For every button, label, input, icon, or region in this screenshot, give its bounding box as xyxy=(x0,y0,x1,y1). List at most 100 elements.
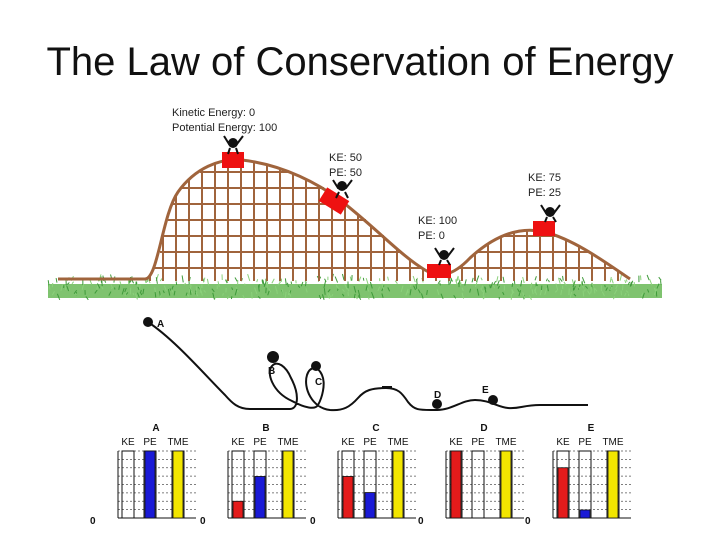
grass-blade xyxy=(658,276,662,281)
grass-blade xyxy=(612,296,615,300)
grass-blade xyxy=(48,284,51,290)
grass-blade xyxy=(119,281,122,284)
grass-blade xyxy=(481,285,484,290)
grass-blade xyxy=(353,293,356,299)
column-label-tme: TME xyxy=(387,437,408,448)
grass-blade xyxy=(366,287,370,292)
point-label-b: B xyxy=(268,366,275,377)
grass-blade xyxy=(591,283,594,288)
grass-blade xyxy=(625,290,629,293)
ball-c-icon xyxy=(311,361,321,371)
grass-blade xyxy=(226,296,230,300)
grass-blade xyxy=(547,279,550,283)
grass-blade xyxy=(455,279,458,286)
grass-blade xyxy=(480,277,483,281)
grass-blade xyxy=(572,280,576,288)
grass-blade xyxy=(522,292,526,299)
grass-blade xyxy=(613,289,618,295)
grass-blade xyxy=(490,282,494,289)
column-label-ke: KE xyxy=(341,437,355,448)
grass-blade xyxy=(489,284,491,289)
bar-chart-e: E KE PE TME 0 xyxy=(525,423,631,527)
point-label-c: C xyxy=(315,377,322,388)
grass-blade xyxy=(195,292,199,297)
column-label-pe: PE xyxy=(471,437,485,448)
grass-blade xyxy=(284,291,287,299)
grass-blade xyxy=(593,287,596,294)
grass-blade xyxy=(138,284,141,290)
bar-ke xyxy=(450,450,462,519)
grass-blade xyxy=(601,291,605,297)
grass-blade xyxy=(511,282,514,287)
grass-blade xyxy=(108,291,112,296)
grass-blade xyxy=(334,276,339,283)
grass-blade xyxy=(530,282,533,289)
grass-blade xyxy=(225,279,229,283)
label-top-pe: Potential Energy: 100 xyxy=(172,122,277,134)
grass-blade xyxy=(321,294,325,300)
point-label-e: E xyxy=(482,385,489,396)
bar-chart-b: B KE PE TME 0 xyxy=(200,423,306,527)
grass-blade xyxy=(159,278,163,282)
grass-blade xyxy=(482,289,485,296)
bar-chart-title: A xyxy=(152,423,159,434)
ball-e-icon xyxy=(488,395,498,405)
column-label-ke: KE xyxy=(231,437,245,448)
cart-bottom xyxy=(427,247,455,278)
grass-blade xyxy=(328,292,332,298)
label-top-ke: Kinetic Energy: 0 xyxy=(172,107,255,119)
grass-blade xyxy=(85,296,89,301)
grass-blade xyxy=(539,289,543,296)
bar-chart-d: D KE PE TME 0 xyxy=(418,423,524,527)
grass-blade xyxy=(587,290,591,295)
cart-top xyxy=(222,135,244,168)
bar-chart-title: D xyxy=(480,423,487,434)
grass-blade xyxy=(377,286,381,292)
grass-blade xyxy=(544,287,548,295)
grass-blade xyxy=(211,288,215,293)
grass-blade xyxy=(357,295,362,301)
grass-blade xyxy=(234,277,238,282)
bar-ke xyxy=(232,500,244,519)
grass-blade xyxy=(369,281,373,289)
grass-blade xyxy=(242,294,245,299)
grass-blade xyxy=(624,279,627,284)
bar-chart-title: C xyxy=(372,423,379,434)
grass-blade xyxy=(124,287,127,293)
bar-tme xyxy=(607,450,619,519)
column-label-pe: PE xyxy=(143,437,157,448)
grass-blade xyxy=(400,285,404,293)
grass-blade xyxy=(594,288,598,292)
grass-blade xyxy=(171,285,174,290)
grass-blade xyxy=(155,277,158,284)
grass-blade xyxy=(471,277,474,283)
grass-blade xyxy=(231,287,234,290)
grass-blade xyxy=(167,289,171,296)
grass-blade xyxy=(288,292,292,297)
grass-blade xyxy=(353,285,357,293)
grass-blade xyxy=(630,280,634,287)
grass-blade xyxy=(148,279,151,284)
grass-blade xyxy=(563,281,567,286)
bar-pe xyxy=(144,450,156,519)
cart-mid xyxy=(318,179,353,215)
grass-blade xyxy=(469,288,472,293)
grass-blade xyxy=(254,287,258,295)
grass-blade xyxy=(71,281,75,285)
grass-blade xyxy=(173,290,176,296)
grass-blade xyxy=(554,289,558,293)
grass-blade xyxy=(581,276,586,284)
column-label-tme: TME xyxy=(602,437,623,448)
grass-blade xyxy=(142,288,145,295)
cart-second-hill xyxy=(533,204,561,236)
grass-blade xyxy=(271,278,275,284)
grass-blade xyxy=(304,281,307,287)
grass-blade xyxy=(125,292,129,295)
grass-blade xyxy=(590,286,593,294)
grass-blade xyxy=(440,293,444,299)
grass-blade xyxy=(560,289,563,296)
column-label-ke: KE xyxy=(121,437,135,448)
ball-a-icon xyxy=(143,317,153,327)
rider-figure-icon xyxy=(434,247,455,266)
